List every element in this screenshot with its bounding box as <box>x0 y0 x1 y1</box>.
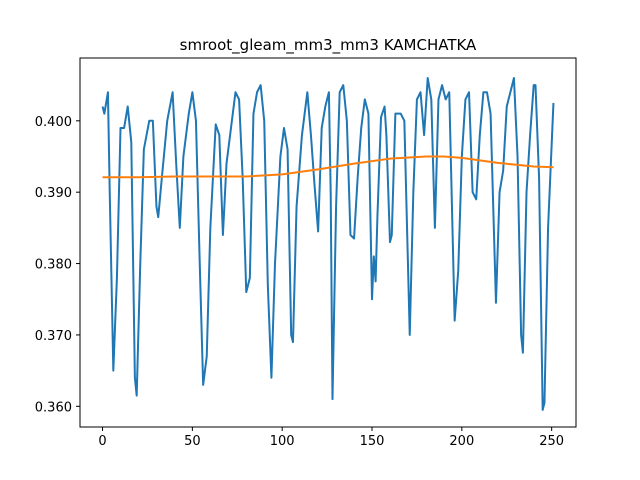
x-tick-label: 250 <box>539 434 564 449</box>
y-tick-label: 0.360 <box>35 400 72 415</box>
x-tick-label: 200 <box>449 434 474 449</box>
line-series <box>102 155 554 179</box>
x-tick-label: 150 <box>360 434 385 449</box>
y-tick-label: 0.400 <box>35 115 72 130</box>
chart-title: smroot_gleam_mm3_mm3 KAMCHATKA <box>180 36 477 55</box>
line-series <box>101 76 555 411</box>
y-tick-label: 0.380 <box>35 258 72 273</box>
x-tick-label: 50 <box>184 434 201 449</box>
x-tick-label: 0 <box>98 434 106 449</box>
x-tick-label: 100 <box>270 434 295 449</box>
y-tick-label: 0.370 <box>35 329 72 344</box>
plot-frame <box>79 57 577 428</box>
y-tick-label: 0.390 <box>35 186 72 201</box>
